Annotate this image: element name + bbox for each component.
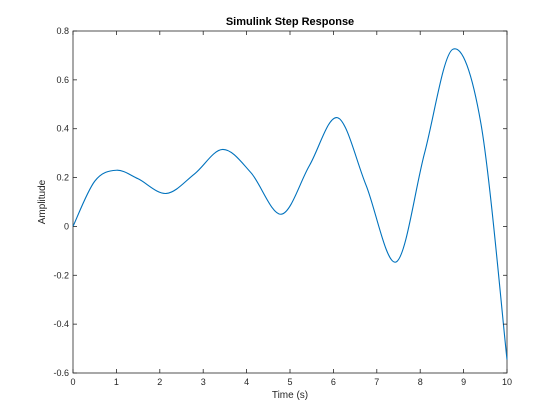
x-tick-label: 10 [502, 377, 512, 387]
y-tick-label: -0.6 [53, 368, 69, 378]
y-tick-label: 0.2 [56, 173, 69, 183]
y-tick-label: 0 [64, 221, 69, 231]
y-tick-label: 0.4 [56, 124, 69, 134]
y-tick-label: -0.4 [53, 319, 69, 329]
x-tick-label: 9 [461, 377, 466, 387]
x-axis-label: Time (s) [272, 390, 308, 401]
y-tick-label: -0.2 [53, 270, 69, 280]
y-tick-label: 0.6 [56, 75, 69, 85]
y-axis: -0.6 -0.4 -0.2 0 0.2 0.4 0.6 0.8 [53, 26, 507, 378]
x-tick-label: 5 [287, 377, 292, 387]
x-tick-label: 6 [331, 377, 336, 387]
x-tick-label: 7 [374, 377, 379, 387]
x-tick-label: 3 [201, 377, 206, 387]
y-tick-label: 0.8 [56, 26, 69, 36]
y-axis-label: Amplitude [37, 179, 48, 224]
plot-area [72, 30, 508, 374]
x-tick-label: 2 [157, 377, 162, 387]
chart-title: Simulink Step Response [226, 16, 354, 28]
x-tick-label: 4 [244, 377, 249, 387]
series-line [72, 48, 508, 360]
x-axis: 0 1 2 3 4 5 6 7 8 9 10 [70, 31, 512, 387]
x-tick-label: 1 [114, 377, 119, 387]
x-tick-label: 0 [70, 377, 75, 387]
axes-frame [72, 30, 508, 374]
x-tick-label: 8 [418, 377, 423, 387]
